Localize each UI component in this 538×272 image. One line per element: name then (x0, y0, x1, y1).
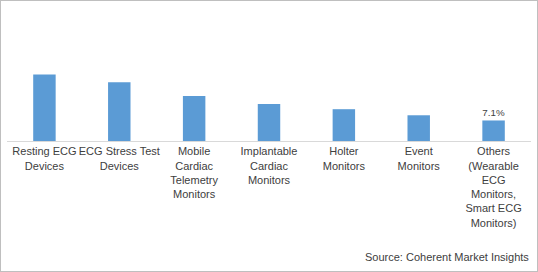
svg-text:EventMonitors: EventMonitors (398, 145, 441, 171)
svg-text:Resting ECGDevices: Resting ECGDevices (12, 145, 76, 171)
svg-text:Others(WearableECGMonitors,Sma: Others(WearableECGMonitors,Smart ECGMoni… (465, 145, 521, 229)
svg-text:Source: Coherent Market Insigh: Source: Coherent Market Insights (365, 251, 529, 263)
svg-text:HolterMonitors: HolterMonitors (323, 145, 366, 171)
svg-text:MobileCardiacTelemetryMonitors: MobileCardiacTelemetryMonitors (170, 145, 218, 200)
svg-text:ImplantableCardiacMonitors: ImplantableCardiacMonitors (241, 145, 298, 186)
svg-text:ECG Stress TestDevices: ECG Stress TestDevices (79, 145, 160, 171)
svg-text:7.1%: 7.1% (482, 107, 505, 118)
